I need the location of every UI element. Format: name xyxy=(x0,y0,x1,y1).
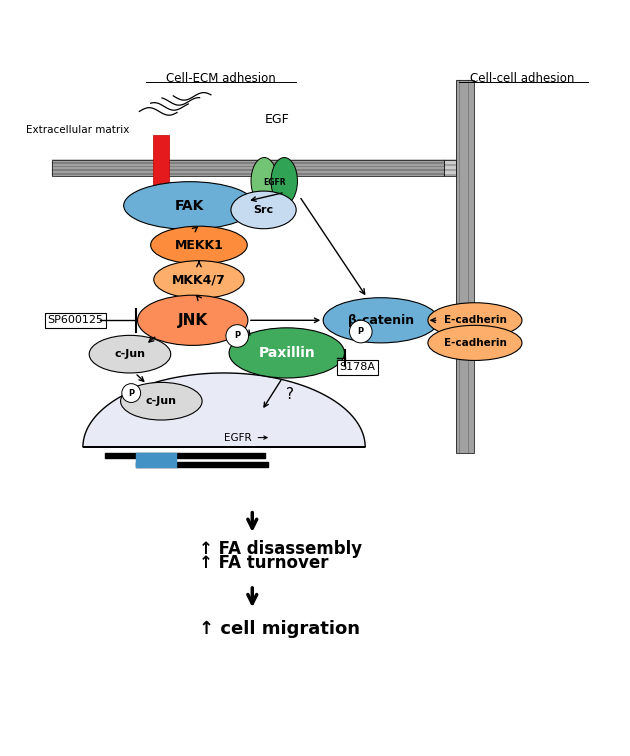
Text: EGF: EGF xyxy=(265,113,290,126)
Polygon shape xyxy=(83,373,365,447)
Text: P: P xyxy=(128,389,134,398)
Ellipse shape xyxy=(137,295,248,345)
Text: Src: Src xyxy=(253,205,273,215)
Ellipse shape xyxy=(231,191,296,229)
Text: ?: ? xyxy=(286,387,294,402)
Ellipse shape xyxy=(428,325,522,361)
Text: ↑ cell migration: ↑ cell migration xyxy=(199,620,360,638)
Bar xyxy=(52,160,444,176)
Text: Extracellular matrix: Extracellular matrix xyxy=(26,125,130,135)
Bar xyxy=(456,80,474,454)
Text: E-cadherin: E-cadherin xyxy=(444,315,507,325)
Text: Cell-cell adhesion: Cell-cell adhesion xyxy=(470,72,574,85)
Ellipse shape xyxy=(229,328,345,378)
Text: JNK: JNK xyxy=(178,313,208,328)
Circle shape xyxy=(350,321,372,343)
Text: c-Jun: c-Jun xyxy=(146,396,177,406)
Text: P: P xyxy=(358,327,364,336)
Ellipse shape xyxy=(89,336,171,373)
Ellipse shape xyxy=(428,302,522,338)
Circle shape xyxy=(122,383,140,402)
Ellipse shape xyxy=(154,261,244,299)
Ellipse shape xyxy=(123,181,255,229)
Text: E-cadherin: E-cadherin xyxy=(444,338,507,348)
Text: MKK4/7: MKK4/7 xyxy=(172,273,226,286)
Bar xyxy=(153,135,169,192)
Ellipse shape xyxy=(251,157,277,205)
Text: Paxillin: Paxillin xyxy=(258,346,315,360)
Text: β-catenin: β-catenin xyxy=(348,314,414,327)
Text: SP600125: SP600125 xyxy=(47,315,103,325)
Text: ↑ FA disassembly: ↑ FA disassembly xyxy=(199,540,362,558)
Text: S178A: S178A xyxy=(340,362,375,373)
Text: FAK: FAK xyxy=(175,199,204,212)
Text: c-Jun: c-Jun xyxy=(115,349,146,359)
Text: MEKK1: MEKK1 xyxy=(175,239,224,252)
Text: Cell-ECM adhesion: Cell-ECM adhesion xyxy=(166,72,276,85)
Text: P: P xyxy=(234,331,240,340)
Text: EGFR: EGFR xyxy=(263,178,285,187)
Bar xyxy=(444,160,456,176)
Text: EGFR: EGFR xyxy=(224,432,251,442)
Ellipse shape xyxy=(271,157,297,205)
Text: ↑ FA turnover: ↑ FA turnover xyxy=(199,554,328,572)
Ellipse shape xyxy=(323,298,438,343)
Circle shape xyxy=(226,324,248,347)
Ellipse shape xyxy=(151,226,247,264)
Ellipse shape xyxy=(120,383,202,420)
